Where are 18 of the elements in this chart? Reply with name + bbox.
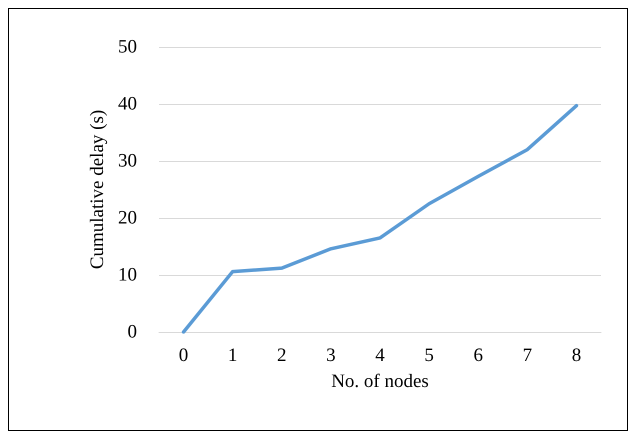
line-series [182, 104, 578, 334]
x-tick-label: 8 [572, 345, 582, 366]
y-tick-label: 0 [128, 322, 137, 342]
x-tick-label: 3 [326, 345, 336, 366]
x-tick-label: 7 [522, 345, 532, 366]
x-axis-title: No. of nodes [331, 371, 429, 392]
x-tick-label: 2 [277, 345, 287, 366]
x-tick-label: 1 [228, 345, 238, 366]
x-tick-label: 5 [424, 345, 434, 366]
y-tick-label: 30 [118, 150, 137, 172]
y-tick-label: 20 [118, 208, 137, 228]
y-tick-label: 40 [118, 94, 137, 114]
x-tick-label: 6 [473, 345, 483, 366]
y-axis-title: Cumulative delay (s) [87, 110, 108, 270]
y-tick-label: 10 [118, 264, 137, 286]
x-tick-label: 0 [178, 345, 188, 366]
x-tick-label: 4 [375, 345, 386, 366]
y-tick-label: 50 [118, 36, 137, 58]
